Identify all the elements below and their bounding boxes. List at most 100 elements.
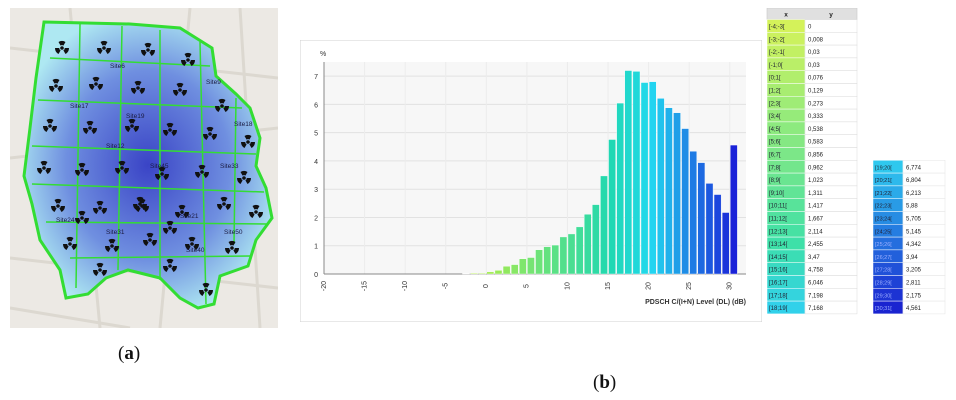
radiation-site-icon xyxy=(199,283,213,297)
table-range-text: [17;18[ xyxy=(769,293,788,299)
histogram-table-svg: x y [-4;-3[0 [-3;-2[0,008 [-2;-1[0,03 [-1;0[0… xyxy=(766,8,946,315)
table-value-cell xyxy=(804,19,858,33)
radiation-site-icon xyxy=(175,205,189,219)
table-value-text: 6,046 xyxy=(808,281,824,287)
radiation-site-icon xyxy=(93,263,107,277)
radiation-site-icon xyxy=(133,197,147,211)
coverage-map-svg: Site6 Site9 Site12 Site18 Site33 Site21 Site17… xyxy=(10,8,278,328)
site-label: Site21 xyxy=(180,213,199,220)
radiation-site-icon xyxy=(215,99,229,113)
y-tick-label: 2 xyxy=(314,215,318,222)
table-range-text: [1;2[ xyxy=(769,89,781,95)
histogram-bar xyxy=(681,128,689,275)
table-value-text: 2,175 xyxy=(906,293,922,299)
table-value-text: 5,705 xyxy=(906,217,922,223)
radiation-site-icon xyxy=(163,259,177,273)
cell-boundary xyxy=(31,183,265,193)
x-tick-label: 30 xyxy=(727,282,734,290)
table-value-text: 0,076 xyxy=(808,76,824,82)
x-tick-label: -10 xyxy=(402,281,409,291)
histogram-bar xyxy=(535,249,543,275)
histogram-bar xyxy=(543,246,551,275)
radiation-site-icon xyxy=(75,163,89,177)
table-range-text: [30;31[ xyxy=(875,306,892,312)
coverage-map: Site6 Site9 Site12 Site18 Site33 Site21 Site17… xyxy=(10,8,278,328)
radiation-site-icon xyxy=(181,53,195,67)
table-value-cell xyxy=(804,300,858,315)
x-tick-label: 15 xyxy=(605,282,612,290)
site-label: Site45 xyxy=(150,163,169,170)
table-value-text: 3,47 xyxy=(808,255,820,261)
radiation-site-icon xyxy=(217,197,231,211)
cell-boundary xyxy=(117,25,123,271)
table-range-text: [22;23[ xyxy=(875,204,892,210)
radiation-site-icon xyxy=(55,41,69,55)
table-range-text: [9;10[ xyxy=(769,191,784,197)
radiation-site-icon xyxy=(75,211,89,225)
y-axis-label: % xyxy=(320,51,326,58)
radiation-site-icon xyxy=(93,201,107,215)
table-range-text: [25;26[ xyxy=(875,242,892,248)
table-value-text: 2,811 xyxy=(906,281,921,287)
table-value-text: 3,94 xyxy=(906,255,918,261)
caption-a: (a) xyxy=(118,343,141,364)
table-range-text: [27;28[ xyxy=(875,268,892,274)
radiation-site-icon xyxy=(97,41,111,55)
table-value-text: 5,145 xyxy=(906,229,922,235)
table-header xyxy=(766,8,858,20)
table-range-text: [3;4[ xyxy=(769,114,781,120)
histogram-bar xyxy=(527,257,535,275)
x-tick-label: -20 xyxy=(321,281,328,291)
table-value-text: 4,758 xyxy=(808,268,824,274)
histogram-bar xyxy=(510,264,519,275)
table-range-text: [6;7[ xyxy=(769,153,781,159)
table-value-text: 1,667 xyxy=(808,217,824,223)
radiation-site-icon xyxy=(225,241,239,255)
table-range-text: [19;20[ xyxy=(875,165,892,171)
site-label: Site24 xyxy=(56,217,75,224)
histogram-bar xyxy=(673,112,681,275)
histogram-bar xyxy=(567,233,576,275)
x-tick-label: 0 xyxy=(483,284,490,288)
histogram-bar xyxy=(551,244,560,275)
site-label: Site17 xyxy=(70,103,89,110)
radiation-site-icon xyxy=(89,77,103,91)
table-value-text: 0,008 xyxy=(808,37,824,43)
radiation-site-icon xyxy=(37,161,51,175)
radiation-site-icon xyxy=(241,135,255,149)
radiation-site-icon xyxy=(155,167,169,181)
table-value-text: 6,213 xyxy=(906,191,922,197)
radiation-site-icon xyxy=(173,83,187,97)
table-value-text: 2,455 xyxy=(808,242,824,248)
table-range-text: [-2;-1[ xyxy=(769,50,785,56)
x-tick-label: 5 xyxy=(524,284,531,288)
histogram-bar xyxy=(478,272,487,275)
table-range-text: [24;25[ xyxy=(875,229,892,235)
histogram-bar xyxy=(657,98,665,275)
histogram-bar xyxy=(470,272,478,275)
x-tick-label: -15 xyxy=(361,281,368,291)
table-range-text: [29;30[ xyxy=(875,293,892,299)
cell-boundary xyxy=(45,221,269,225)
table-range-text: [12;13[ xyxy=(769,229,788,235)
table-range-text: [2;3[ xyxy=(769,101,781,107)
table-range-text: [10;11[ xyxy=(769,204,787,210)
histogram-bar xyxy=(640,82,649,275)
header-x: x xyxy=(784,12,788,19)
radiation-site-icon xyxy=(249,205,263,219)
radiation-site-icon xyxy=(51,199,65,213)
radiation-site-icon xyxy=(163,123,177,137)
x-tick-label: 25 xyxy=(686,282,693,290)
table-range-text: [0;1[ xyxy=(769,76,781,82)
site-label: Site19 xyxy=(126,113,145,120)
y-tick-label: 7 xyxy=(314,74,318,81)
table-value-text: 0,273 xyxy=(808,101,824,107)
table-range-text: [14;15[ xyxy=(769,255,788,261)
table-range-text: [18;19[ xyxy=(769,306,788,312)
table-value-text: 1,417 xyxy=(808,204,824,210)
y-tick-label: 5 xyxy=(314,131,318,138)
histogram-panel: 0 1 2 3 4 5 6 7 -20 -15 -10 -5 0 5 10 15 20 25 30% PDSCH C/… xyxy=(300,40,762,322)
radiation-site-icon xyxy=(185,237,199,251)
table-range-text: [8;9[ xyxy=(769,178,781,184)
table-value-text: 1,311 xyxy=(808,191,823,197)
